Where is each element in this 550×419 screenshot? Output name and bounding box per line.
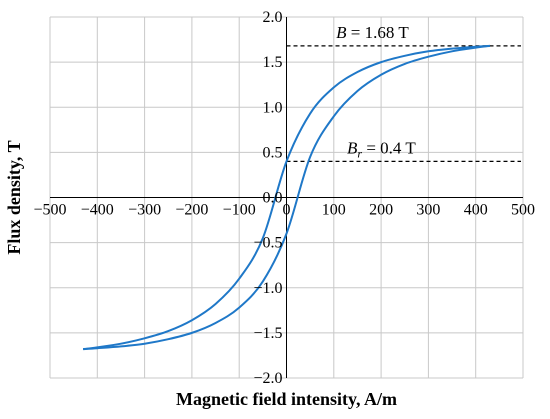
y-tick-label: 1.5 (263, 54, 283, 71)
y-tick-label: −2.0 (253, 370, 282, 387)
x-tick-label: −200 (175, 202, 208, 219)
x-tick-label: 500 (511, 202, 535, 219)
x-tick-label: −100 (223, 202, 256, 219)
x-tick-label: 400 (464, 202, 488, 219)
x-tick-label: 200 (369, 202, 393, 219)
y-tick-label: −1.0 (253, 280, 282, 297)
annotation-label: B = 1.68 T (336, 23, 409, 42)
y-tick-label: −0.5 (253, 235, 282, 252)
hysteresis-branch-1 (82, 44, 490, 351)
y-tick-label: 0.5 (263, 144, 283, 161)
x-tick-label: −300 (128, 202, 161, 219)
axes (50, 17, 523, 378)
y-tick-label: 0.0 (263, 190, 283, 207)
x-tick-label: 0 (283, 202, 291, 219)
x-tick-label: 300 (416, 202, 440, 219)
y-tick-label: 1.0 (263, 99, 283, 116)
x-tick-label: −500 (33, 202, 66, 219)
y-tick-labels: 2.0 1.5 1.0 0.5 0.0 −0.5 −1.0 −1.5 −2.0 (253, 9, 282, 387)
annotation-label: Br = 0.4 T (347, 138, 416, 160)
x-tick-labels: −500 −400 −300 −200 −100 0 100 200 300 400 500 (33, 202, 535, 219)
x-axis-title: Magnetic field intensity, A/m (176, 389, 397, 409)
y-tick-label: 2.0 (263, 9, 283, 26)
y-tick-label: −1.5 (253, 325, 282, 342)
hysteresis-branch-2 (83, 44, 491, 351)
hysteresis-curves (82, 44, 491, 351)
annotations: B = 1.68 T Br = 0.4 T (336, 23, 416, 161)
x-tick-label: −400 (81, 202, 114, 219)
y-axis-title: Flux density, T (4, 140, 24, 254)
x-tick-label: 100 (322, 202, 346, 219)
